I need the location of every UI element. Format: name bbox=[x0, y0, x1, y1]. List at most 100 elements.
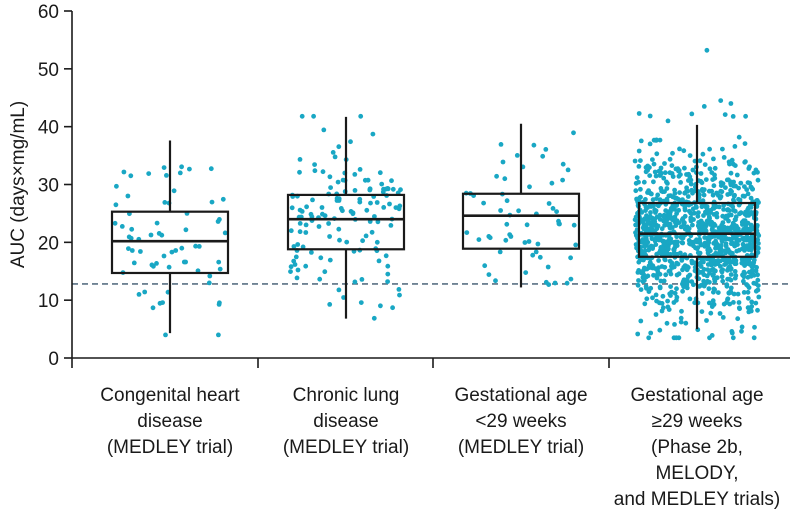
data-point bbox=[644, 296, 650, 302]
data-point bbox=[728, 170, 734, 176]
data-point bbox=[341, 295, 346, 300]
data-point bbox=[514, 153, 520, 158]
data-point bbox=[654, 275, 660, 281]
data-point bbox=[676, 173, 682, 179]
category-label-line: Chronic lung bbox=[293, 385, 400, 406]
data-point bbox=[494, 173, 499, 179]
data-point bbox=[719, 274, 725, 280]
data-point bbox=[647, 173, 653, 179]
data-point bbox=[718, 235, 724, 241]
data-point bbox=[217, 300, 222, 306]
data-point bbox=[701, 104, 707, 109]
data-point bbox=[706, 240, 712, 246]
data-point bbox=[161, 165, 167, 171]
data-point bbox=[695, 245, 701, 251]
data-point bbox=[635, 282, 641, 288]
data-point bbox=[381, 205, 387, 210]
category-label-line: (MEDLEY trial) bbox=[458, 437, 584, 458]
data-point bbox=[540, 153, 546, 159]
data-point bbox=[751, 335, 757, 341]
data-point bbox=[644, 266, 650, 272]
data-point bbox=[220, 196, 226, 202]
data-point bbox=[732, 208, 738, 214]
data-point bbox=[698, 171, 704, 176]
data-point bbox=[682, 263, 688, 268]
data-point bbox=[674, 272, 680, 278]
data-point bbox=[481, 200, 486, 206]
data-point bbox=[717, 258, 723, 264]
data-point bbox=[731, 183, 737, 189]
data-point bbox=[756, 294, 762, 300]
data-point bbox=[748, 308, 754, 314]
data-point bbox=[651, 272, 656, 278]
data-point bbox=[658, 171, 664, 177]
data-point bbox=[672, 290, 678, 296]
data-point bbox=[667, 170, 673, 176]
data-point bbox=[638, 186, 643, 192]
data-point bbox=[718, 243, 724, 248]
data-point bbox=[338, 206, 344, 211]
data-point bbox=[179, 164, 185, 170]
data-point bbox=[389, 178, 394, 184]
data-point bbox=[728, 101, 734, 106]
data-point bbox=[720, 213, 726, 219]
data-point bbox=[674, 260, 680, 266]
data-point bbox=[735, 316, 741, 322]
data-point bbox=[146, 171, 152, 177]
data-point bbox=[724, 283, 730, 289]
data-point bbox=[686, 226, 692, 231]
data-point bbox=[293, 254, 299, 260]
data-point bbox=[638, 138, 644, 144]
data-point bbox=[670, 225, 675, 230]
data-point bbox=[216, 259, 222, 265]
data-point bbox=[297, 221, 303, 226]
data-point bbox=[344, 239, 350, 245]
data-point bbox=[393, 205, 399, 211]
data-point bbox=[728, 285, 734, 291]
data-point bbox=[702, 235, 708, 240]
data-point bbox=[672, 187, 677, 193]
data-point bbox=[750, 268, 756, 274]
data-point bbox=[332, 154, 338, 160]
data-point bbox=[725, 192, 731, 197]
data-point bbox=[565, 167, 571, 173]
data-point bbox=[695, 213, 701, 219]
data-point bbox=[640, 219, 646, 225]
data-point bbox=[715, 242, 720, 247]
data-point bbox=[160, 300, 166, 305]
data-point bbox=[742, 141, 748, 147]
data-point bbox=[714, 214, 720, 220]
data-point bbox=[652, 219, 658, 225]
boxes-layer bbox=[110, 116, 757, 334]
data-point bbox=[708, 222, 713, 227]
data-point bbox=[670, 217, 675, 223]
data-point bbox=[729, 189, 734, 195]
data-point bbox=[647, 190, 653, 196]
data-point bbox=[504, 221, 510, 227]
data-point bbox=[543, 147, 549, 152]
data-point bbox=[380, 189, 386, 195]
data-point bbox=[741, 218, 747, 224]
data-point bbox=[504, 198, 510, 204]
data-point bbox=[732, 222, 738, 228]
data-point bbox=[705, 262, 711, 267]
data-point bbox=[371, 315, 377, 321]
data-point bbox=[657, 327, 663, 333]
data-point bbox=[643, 165, 649, 170]
data-point bbox=[680, 288, 685, 294]
data-point bbox=[310, 197, 315, 203]
data-point bbox=[669, 206, 675, 212]
data-point bbox=[390, 305, 395, 311]
data-point bbox=[396, 287, 402, 292]
data-point bbox=[294, 275, 300, 281]
data-point bbox=[691, 210, 697, 216]
data-point bbox=[711, 302, 717, 307]
data-point bbox=[668, 252, 673, 257]
data-point bbox=[476, 237, 482, 243]
data-point bbox=[725, 247, 731, 252]
data-point bbox=[328, 185, 333, 191]
data-point bbox=[669, 289, 674, 295]
data-point bbox=[131, 260, 137, 266]
data-point bbox=[114, 183, 119, 189]
data-point bbox=[397, 292, 402, 298]
